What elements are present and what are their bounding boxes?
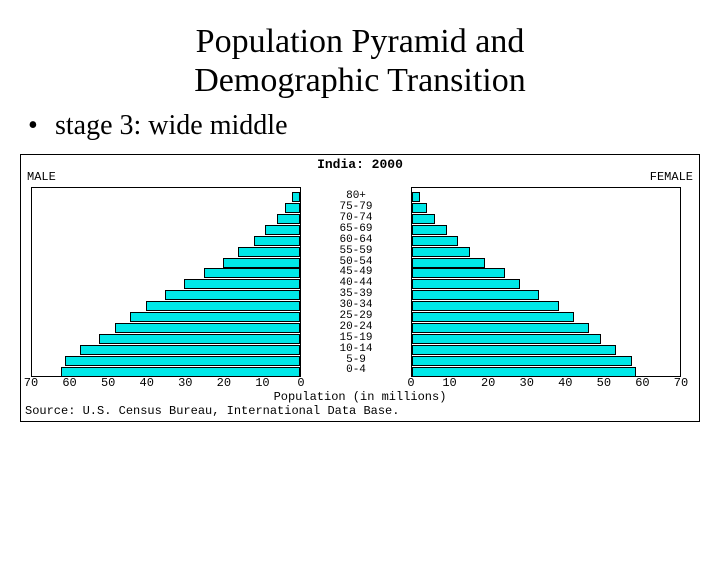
age-label: 60-64: [339, 235, 372, 246]
female-bar: [412, 268, 505, 278]
male-bar: [292, 192, 300, 202]
x-tick: 10: [442, 377, 456, 389]
male-bar: [146, 301, 300, 311]
male-bar: [99, 334, 300, 344]
female-bar: [412, 334, 601, 344]
male-bar: [277, 214, 300, 224]
female-bar: [412, 367, 636, 377]
male-bar: [204, 268, 300, 278]
female-bar: [412, 192, 420, 202]
x-axis-label: Population (in millions): [21, 391, 699, 403]
x-axis-male: 706050403020100: [31, 377, 301, 391]
female-bars-container: [412, 192, 680, 372]
x-tick: 60: [62, 377, 76, 389]
male-bar: [130, 312, 300, 322]
chart-source: Source: U.S. Census Bureau, Internationa…: [21, 403, 699, 421]
male-bar: [65, 356, 300, 366]
male-bar: [254, 236, 300, 246]
age-label: 10-14: [339, 344, 372, 355]
female-bar: [412, 356, 632, 366]
slide-title-line1: Population Pyramid and: [196, 23, 525, 60]
slide-title-line2: Demographic Transition: [194, 62, 525, 99]
male-bar: [61, 367, 300, 377]
male-bar: [265, 225, 300, 235]
x-tick: 10: [255, 377, 269, 389]
male-label: MALE: [27, 171, 56, 183]
female-bar: [412, 290, 539, 300]
x-tick: 0: [407, 377, 414, 389]
x-tick: 70: [674, 377, 688, 389]
x-tick: 20: [481, 377, 495, 389]
male-panel: [31, 187, 301, 377]
x-tick: 30: [178, 377, 192, 389]
female-bar: [412, 279, 520, 289]
x-tick: 30: [520, 377, 534, 389]
female-bar: [412, 345, 616, 355]
female-bar: [412, 214, 435, 224]
x-tick: 40: [558, 377, 572, 389]
female-bar: [412, 247, 470, 257]
female-bar: [412, 323, 589, 333]
male-bar: [285, 203, 300, 213]
age-label: 0-4: [346, 365, 366, 376]
male-bar: [80, 345, 300, 355]
male-bar: [165, 290, 300, 300]
male-bar: [115, 323, 300, 333]
x-tick: 50: [101, 377, 115, 389]
age-labels-column: 80+75-7970-7465-6960-6455-5950-5445-4940…: [301, 187, 411, 377]
x-axis-row: 706050403020100 010203040506070: [21, 377, 699, 391]
slide-title: Population Pyramid and Demographic Trans…: [40, 22, 680, 100]
gender-labels-row: MALE FEMALE: [21, 171, 699, 187]
x-tick: 50: [597, 377, 611, 389]
male-bar: [238, 247, 300, 257]
bullet-item: • stage 3: wide middle: [28, 110, 720, 142]
female-panel: [411, 187, 681, 377]
x-tick: 70: [24, 377, 38, 389]
chart-title: India: 2000: [21, 155, 699, 171]
male-bars-container: [32, 192, 300, 372]
x-tick: 20: [217, 377, 231, 389]
age-label: 55-59: [339, 246, 372, 257]
pyramid-chart: India: 2000 MALE FEMALE 80+75-7970-7465-…: [20, 154, 700, 422]
male-bar: [223, 258, 300, 268]
female-bar: [412, 312, 574, 322]
x-tick: 60: [635, 377, 649, 389]
female-bar: [412, 258, 485, 268]
female-bar: [412, 301, 559, 311]
female-label: FEMALE: [650, 171, 693, 183]
x-axis-female: 010203040506070: [411, 377, 681, 391]
male-bar: [184, 279, 300, 289]
female-bar: [412, 225, 447, 235]
x-tick: 40: [140, 377, 154, 389]
female-bar: [412, 203, 427, 213]
bullet-text: stage 3: wide middle: [55, 110, 288, 141]
bullet-dot: •: [28, 110, 48, 142]
female-bar: [412, 236, 458, 246]
plot-row: 80+75-7970-7465-6960-6455-5950-5445-4940…: [21, 187, 699, 377]
